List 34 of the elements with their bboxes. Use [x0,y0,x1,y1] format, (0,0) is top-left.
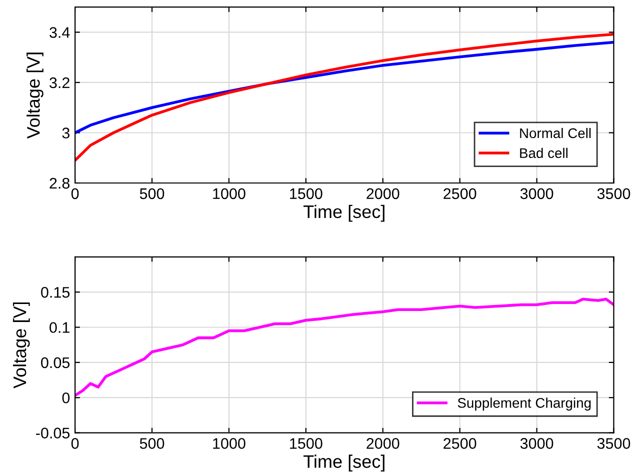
line-series [75,32,614,162]
y-tick-label: 3.2 [50,77,70,88]
y-tick-label: 0.05 [41,357,70,368]
y-tick-label: 3 [62,128,70,138]
legend-label: Bad cell [520,148,568,158]
y-tick-label: 2.8 [50,178,70,189]
y-tick-label: 0.1 [50,322,70,333]
y-axis-title: Voltage [V] [26,52,44,139]
line-series [75,298,614,397]
x-axis-title: Time [sec] [304,454,384,472]
legend-label: Normal Cell [520,128,591,138]
x-tick-label: 1500 [290,188,322,200]
x-tick-label: 500 [140,188,164,200]
x-tick-label: 3000 [520,438,554,449]
legend-label: Supplement Charging [458,398,591,411]
y-tick-label: -0.05 [36,428,70,438]
x-tick-label: 2000 [366,438,400,449]
y-tick-label: 0 [62,392,70,404]
y-tick-label: 3.4 [50,27,70,38]
x-tick-label: 3000 [520,188,554,200]
x-tick-label: 3500 [597,438,630,449]
x-tick-label: 500 [140,438,164,449]
x-tick-label: 2500 [444,188,476,200]
x-tick-label: 2000 [366,188,400,200]
y-axis-title: Voltage [V] [12,302,30,388]
x-axis-title: Time [sec] [304,204,384,222]
x-tick-label: 3500 [597,188,630,200]
x-tick-label: 1000 [213,188,246,200]
x-tick-label: 1500 [290,438,322,449]
y-tick-label: 0.15 [41,286,70,298]
x-tick-label: 0 [71,438,79,449]
x-tick-label: 2500 [444,438,476,449]
x-tick-label: 0 [71,188,79,200]
x-tick-label: 1000 [213,438,246,449]
